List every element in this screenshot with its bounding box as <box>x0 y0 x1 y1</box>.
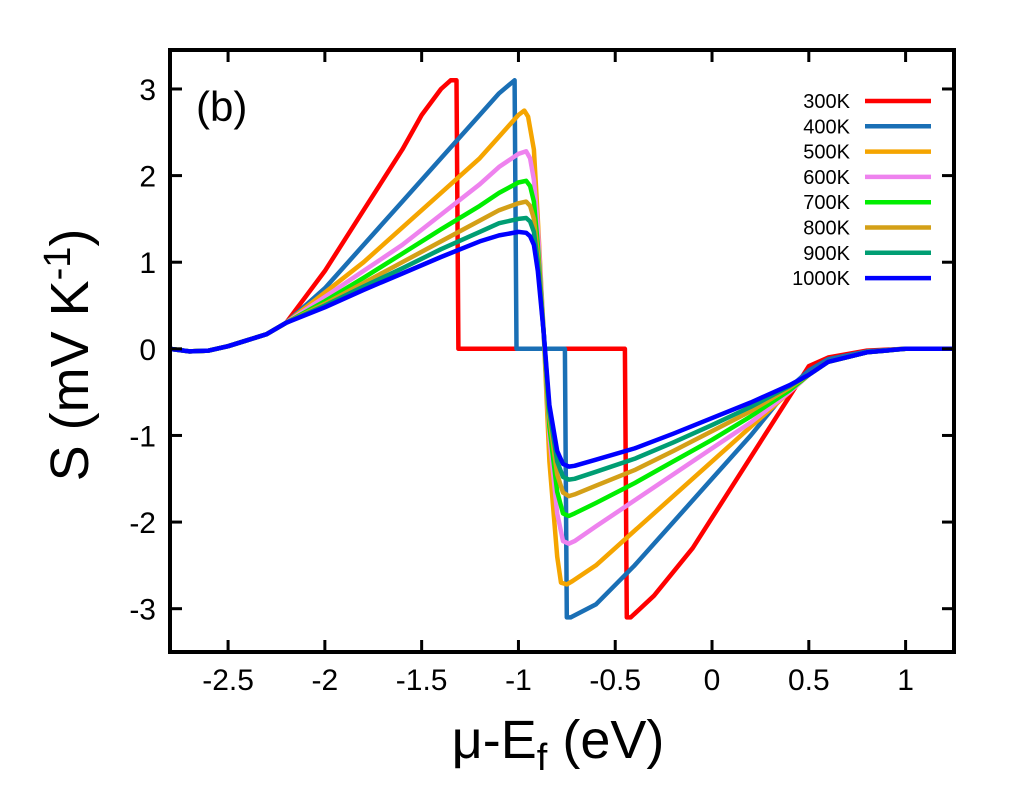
x-axis-title-tail: (eV) <box>547 710 664 770</box>
series-layer <box>170 78 954 620</box>
x-tick-label: 0.5 <box>788 664 830 697</box>
legend: 300K 400K 500K 600K 700K 800K 900K 1000K <box>792 91 931 290</box>
plot-frame <box>168 48 956 654</box>
y-axis-title-tail: ) <box>40 229 100 247</box>
legend-label-300K: 300K <box>803 91 850 113</box>
y-axis-title-main: S (mV K <box>40 280 100 481</box>
y-tick-label: -3 <box>129 594 156 627</box>
y-tick-label: -2 <box>129 507 156 540</box>
y-tick-label: 2 <box>139 161 156 194</box>
legend-label-1000K: 1000K <box>792 268 850 290</box>
y-axis-title-superscript: -1 <box>37 247 79 281</box>
legend-label-900K: 900K <box>803 243 850 265</box>
y-tick-label: 1 <box>139 247 156 280</box>
legend-label-400K: 400K <box>803 116 850 138</box>
x-tick-label: -2 <box>312 664 339 697</box>
x-tick-label: -0.5 <box>589 664 641 697</box>
x-axis-title-main: μ-E <box>452 710 537 770</box>
x-tick-label: -1 <box>505 664 532 697</box>
x-axis-title: μ-Ef (eV) <box>452 710 665 779</box>
x-tick-label: -1.5 <box>396 664 448 697</box>
y-tick-label: 0 <box>139 334 156 367</box>
series-line-1000K <box>170 229 954 469</box>
x-tick-label: -2.5 <box>202 664 254 697</box>
y-axis-title: S (mV K-1) <box>37 229 100 482</box>
panel-label: (b) <box>196 83 247 130</box>
y-tick-label: -1 <box>129 420 156 453</box>
tick-layer: -2.5 -2 -1.5 -1 -0.5 0 0.5 1 3 2 1 0 -1 -2 -3 <box>129 50 954 697</box>
x-axis-title-subscript: f <box>537 737 548 779</box>
x-tick-label: 0 <box>704 664 721 697</box>
legend-label-800K: 800K <box>803 218 850 240</box>
y-tick-label: 3 <box>139 74 156 107</box>
legend-label-500K: 500K <box>803 142 850 164</box>
legend-label-600K: 600K <box>803 167 850 189</box>
x-tick-label: 1 <box>897 664 914 697</box>
legend-label-700K: 700K <box>803 192 850 214</box>
frame-layer <box>168 48 956 654</box>
